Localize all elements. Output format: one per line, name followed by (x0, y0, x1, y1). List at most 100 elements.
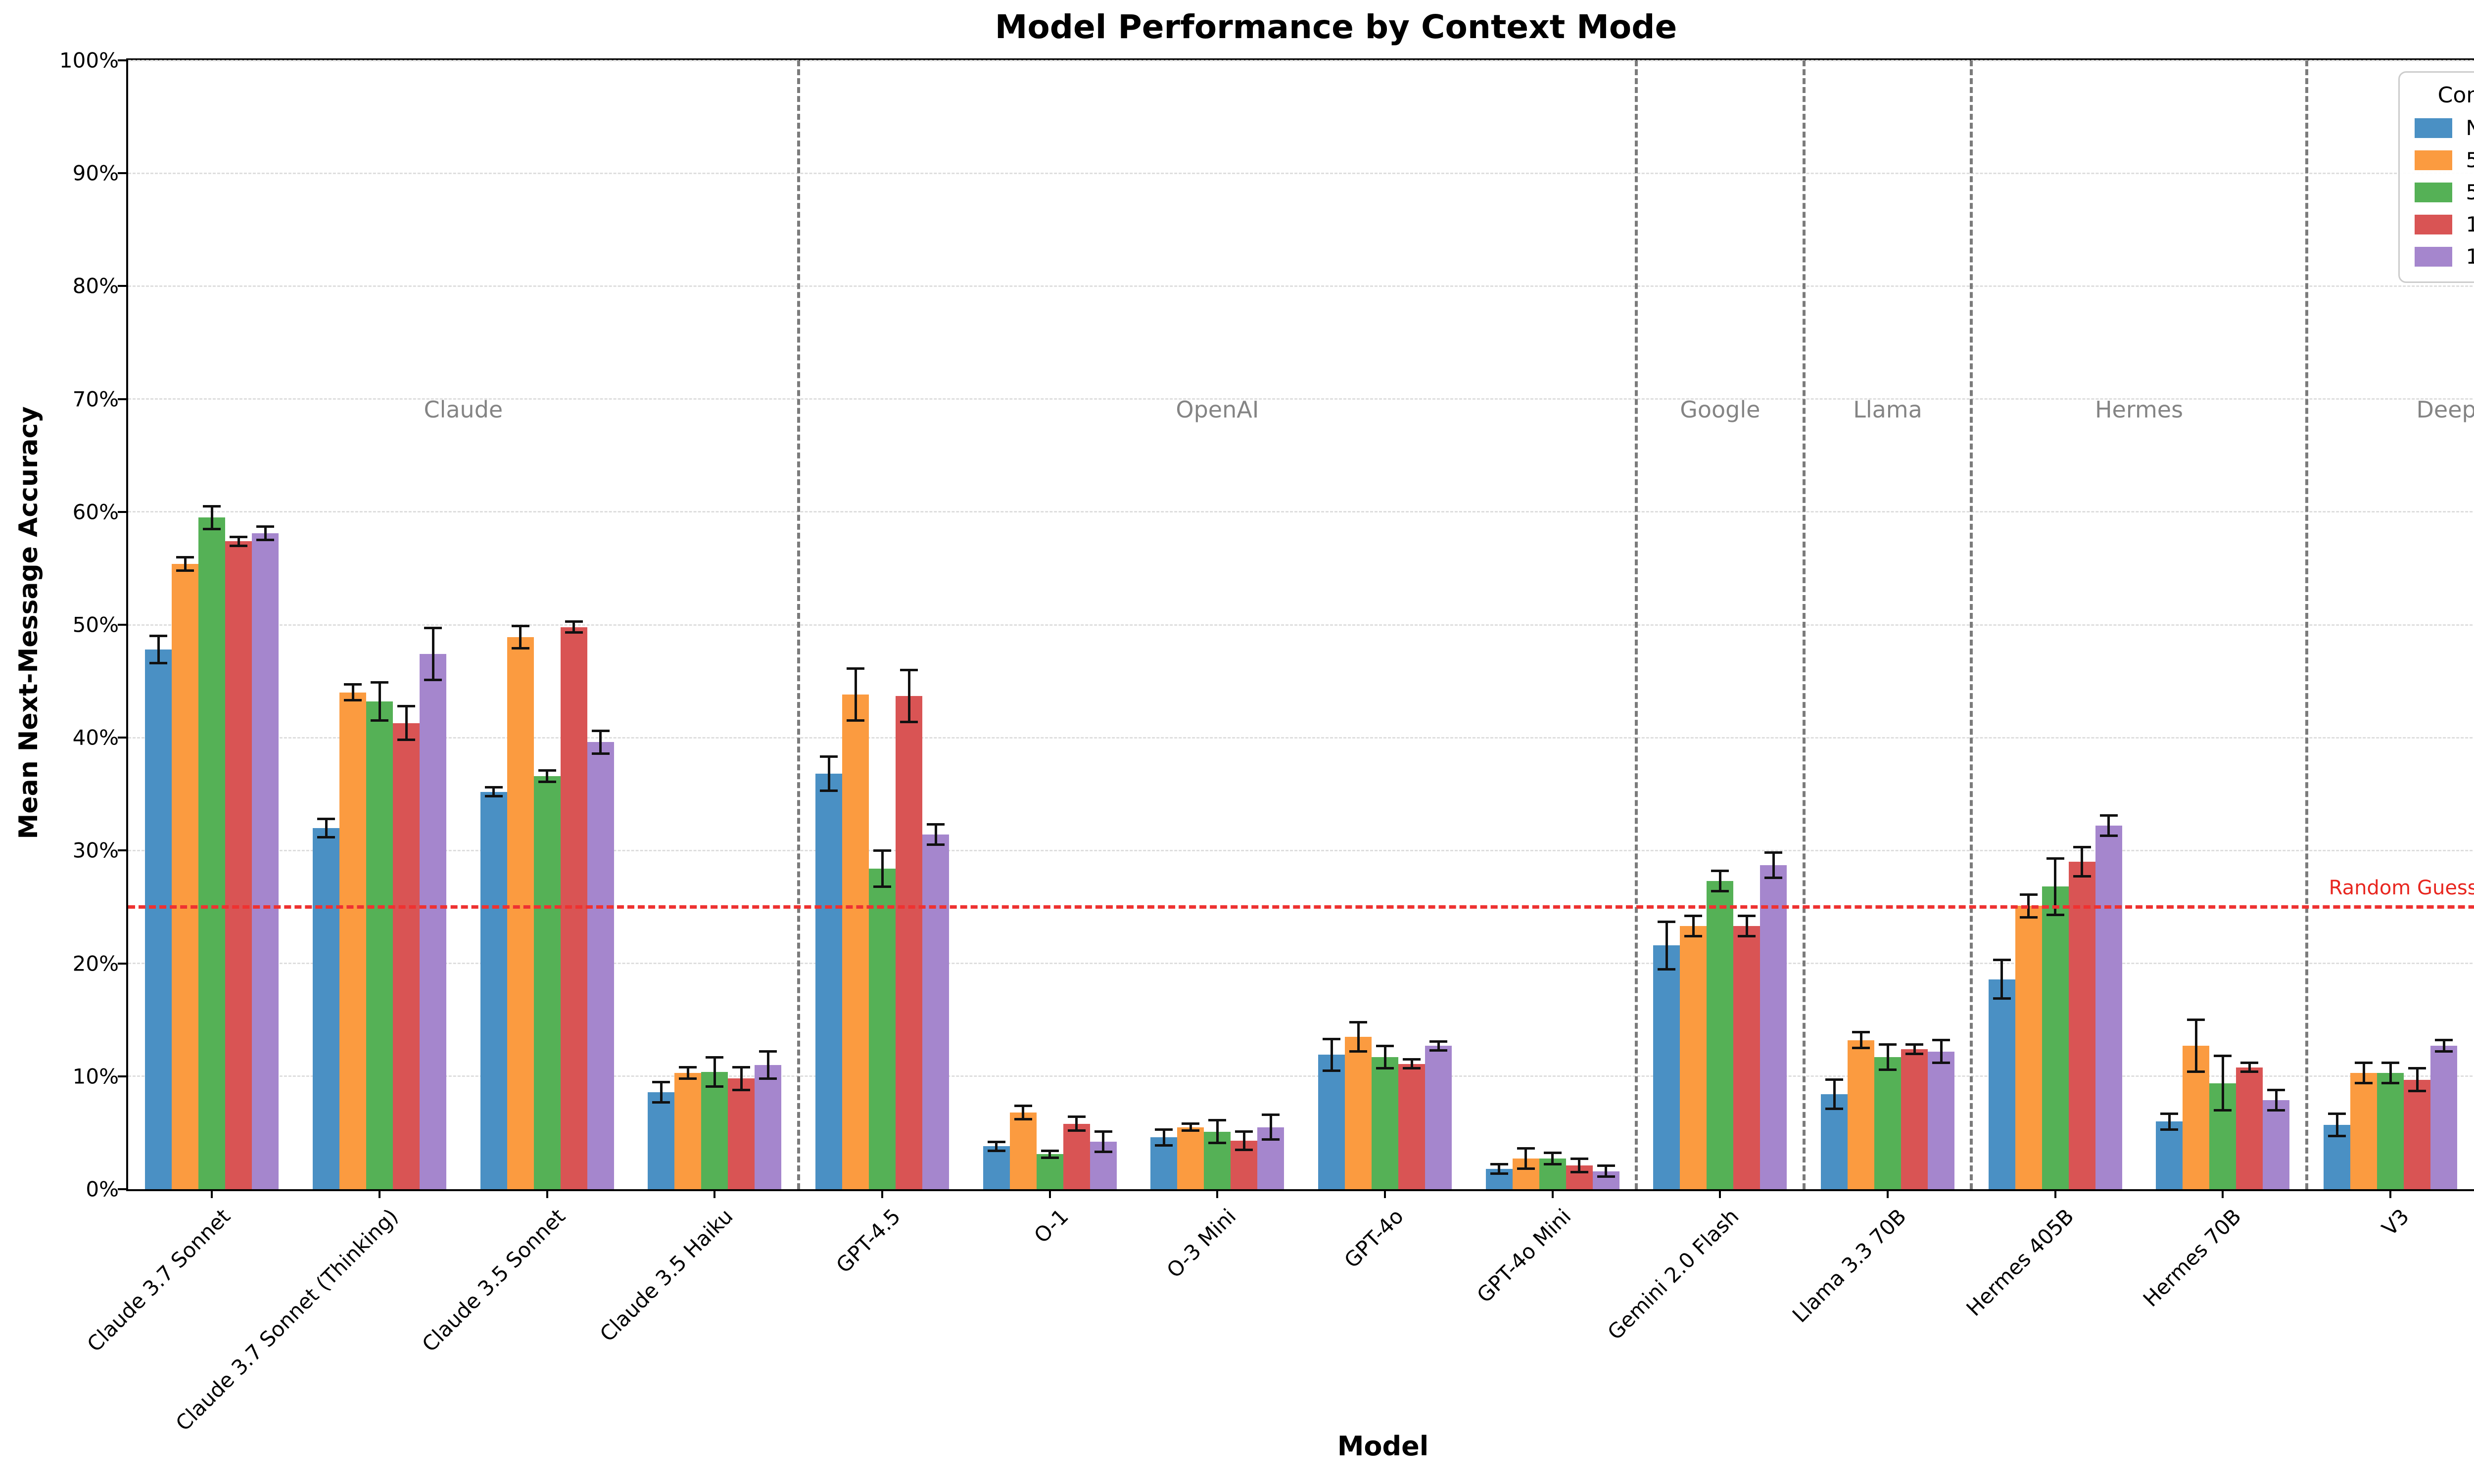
error-bar (1886, 1044, 1889, 1070)
bar (2236, 1067, 2263, 1189)
error-bar-cap (2160, 1112, 2179, 1115)
error-bar-cap (873, 885, 891, 888)
x-tick-mark (714, 1189, 716, 1198)
error-bar-cap (317, 835, 335, 838)
error-bar (351, 684, 354, 700)
error-bar-cap (2435, 1039, 2453, 1042)
error-bar-cap (2099, 814, 2118, 817)
error-bar (2054, 858, 2057, 915)
error-bar-cap (203, 527, 221, 530)
bar (198, 517, 226, 1189)
legend-label: 100 Summary (2466, 244, 2474, 269)
error-bar-cap (679, 1066, 697, 1069)
bar (1653, 945, 1680, 1189)
bar (252, 533, 279, 1189)
error-bar (237, 537, 240, 546)
gridline (128, 285, 2474, 287)
x-tick-label-text: Claude 3.7 Sonnet (82, 1204, 235, 1357)
bar (674, 1072, 702, 1189)
bar (1760, 865, 1787, 1189)
bar (393, 723, 420, 1189)
error-bar-cap (2214, 1055, 2232, 1058)
error-bar (264, 526, 267, 540)
random-guess-label: Random Guess (25%) (2329, 876, 2474, 899)
error-bar-cap (1764, 876, 1783, 879)
error-bar (1605, 1165, 1608, 1177)
error-bar-cap (2019, 916, 2038, 919)
error-bar-cap (2187, 1070, 2205, 1073)
error-bar-cap (1208, 1141, 1227, 1144)
error-bar (1383, 1046, 1386, 1068)
y-tick-mark (118, 624, 126, 626)
error-bar-cap (1738, 915, 1756, 918)
x-tick-mark (1048, 1189, 1051, 1198)
y-tick-mark (118, 962, 126, 965)
bar (1318, 1055, 1345, 1189)
error-bar-cap (1155, 1128, 1173, 1131)
gridline (128, 737, 2474, 739)
error-bar-cap (2240, 1070, 2259, 1073)
error-bar-cap (1094, 1151, 1112, 1154)
error-bar-cap (1067, 1129, 1086, 1132)
error-bar-cap (2267, 1109, 2285, 1112)
chart-title: Model Performance by Context Mode (995, 8, 1677, 46)
error-bar-cap (2267, 1088, 2285, 1091)
y-tick-label: 100% (59, 48, 119, 73)
error-bar (2335, 1113, 2338, 1136)
error-bar (1075, 1116, 1078, 1131)
error-bar (1410, 1059, 1413, 1068)
bar (507, 637, 534, 1189)
error-bar-cap (1905, 1052, 1923, 1055)
error-bar-cap (706, 1056, 724, 1059)
error-bar-cap (230, 544, 248, 547)
error-bar-cap (1014, 1104, 1032, 1107)
bar (2068, 862, 2095, 1189)
error-bar-cap (1403, 1058, 1421, 1061)
error-bar-cap (2408, 1067, 2426, 1070)
error-bar-cap (1235, 1148, 1253, 1151)
bar (2350, 1072, 2377, 1189)
legend-entry: No Context (2414, 116, 2474, 140)
error-bar-cap (397, 739, 415, 742)
error-bar-cap (371, 681, 388, 684)
bar (869, 868, 896, 1189)
error-bar-cap (732, 1088, 751, 1091)
error-bar-cap (1403, 1067, 1421, 1070)
bar (1733, 926, 1760, 1189)
error-bar-cap (2435, 1050, 2453, 1053)
error-bar-cap (1711, 869, 1729, 872)
bar (1372, 1057, 1398, 1189)
bar (1009, 1112, 1037, 1189)
error-bar-cap (1376, 1044, 1394, 1047)
bar (587, 742, 614, 1189)
legend-entry: 100 Summary (2414, 244, 2474, 269)
y-tick-mark (118, 398, 126, 400)
error-bar (431, 628, 434, 680)
error-bar (599, 731, 602, 754)
error-bar-cap (1014, 1118, 1032, 1121)
error-bar-cap (820, 755, 838, 758)
error-bar-cap (1993, 959, 2011, 962)
vendor-label: Llama (1853, 396, 1922, 423)
y-tick-label: 30% (72, 838, 119, 863)
error-bar (686, 1067, 689, 1079)
error-bar (1833, 1079, 1836, 1109)
error-bar (1551, 1153, 1554, 1164)
error-bar (766, 1051, 769, 1079)
bar (2095, 826, 2122, 1189)
error-bar (572, 621, 575, 633)
error-bar-cap (230, 535, 248, 538)
y-tick-mark (118, 59, 126, 61)
legend-label: 100 Raw (2466, 212, 2474, 236)
bar (225, 541, 252, 1189)
error-bar (995, 1142, 998, 1151)
error-bar-cap (2240, 1061, 2259, 1064)
error-bar-cap (1208, 1119, 1227, 1122)
error-bar (2275, 1090, 2278, 1111)
error-bar-cap (538, 780, 556, 783)
error-bar-cap (2214, 1109, 2232, 1112)
gridline (128, 59, 2474, 61)
error-bar-cap (424, 679, 442, 682)
error-bar (1913, 1044, 1916, 1054)
error-bar-cap (1235, 1130, 1253, 1133)
